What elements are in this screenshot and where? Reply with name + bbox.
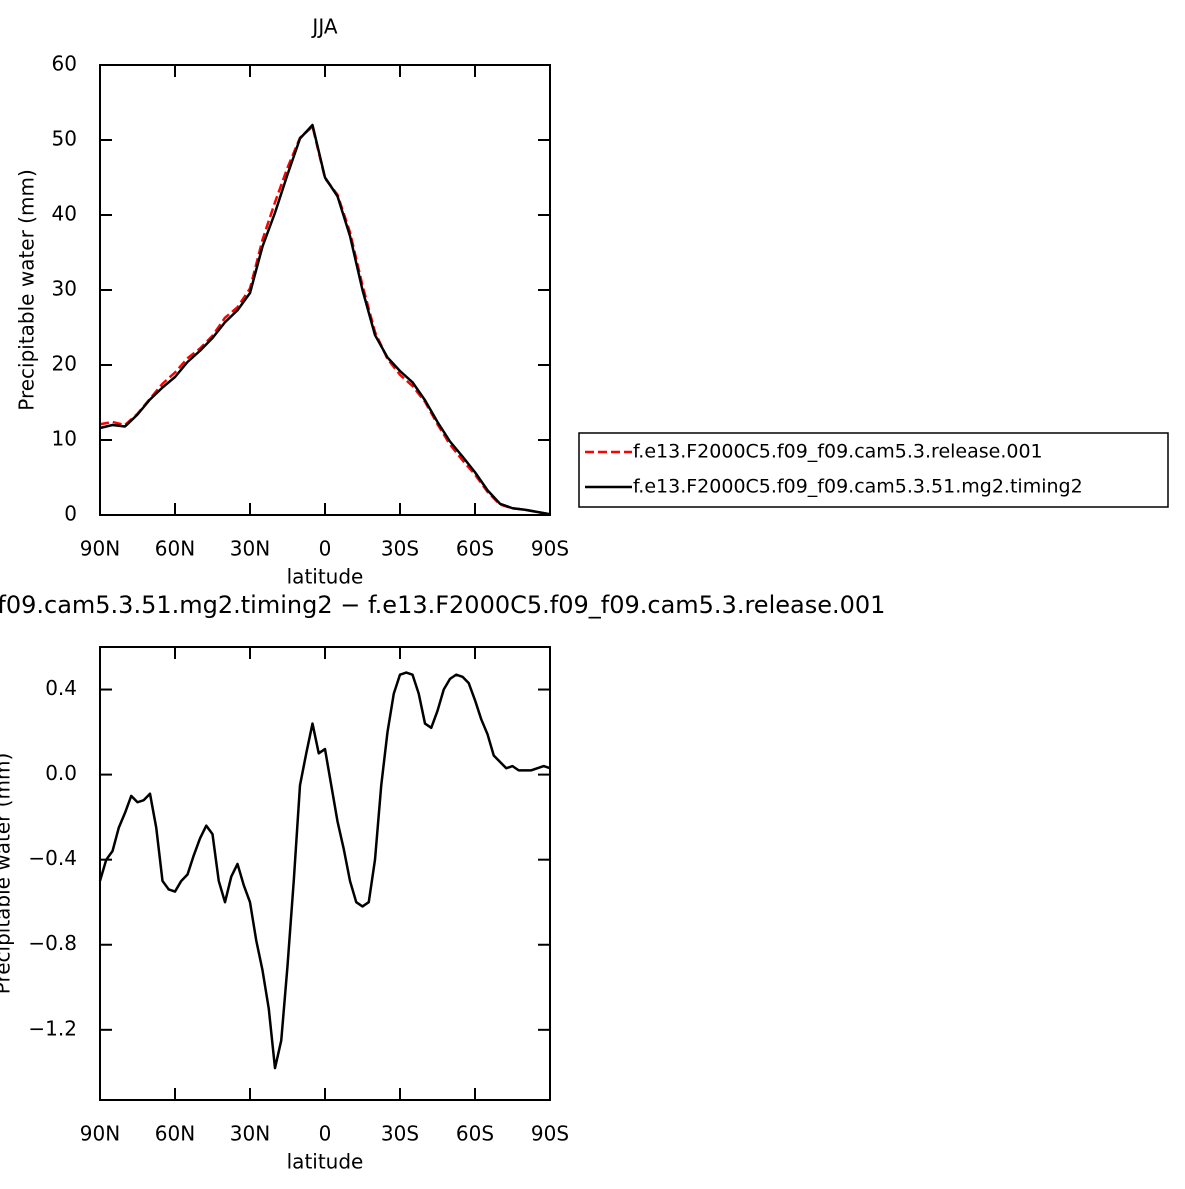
x-tick-label: 90S [531,1122,569,1146]
y-tick-label: 0 [64,502,77,526]
plot-frame [99,646,551,1101]
x-tick-label: 30S [381,1122,419,1146]
y-tick-label: 0.4 [45,676,77,700]
plot-frame [99,64,551,516]
x-tick-label: 30S [381,537,419,561]
x-tick-label: 0 [319,1122,332,1146]
x-tick-label: 60N [155,1122,195,1146]
legend-label: f.e13.F2000C5.f09_f09.cam5.3.release.001 [633,441,1043,463]
x-tick-label: 90N [80,1122,120,1146]
x-tick-label: 60N [155,537,195,561]
chart-title: JJA [310,15,337,39]
y-tick-label: 50 [52,127,77,151]
y-tick-label: −1.2 [28,1016,77,1040]
x-tick-label: 60S [456,537,494,561]
data-line [99,123,551,516]
x-axis-label: latitude [287,565,364,589]
y-axis-label-clip: Precipitable water (mm) [0,753,15,995]
y-tick-label: −0.8 [28,931,77,955]
legend-box [578,432,1169,508]
chart-title: f.e13.F2000C5.f09_f09.cam5.3.51.mg2.timi… [0,591,885,619]
data-line [99,125,551,516]
y-tick-label: 20 [52,352,77,376]
x-tick-label: 30N [230,1122,270,1146]
x-tick-label: 90N [80,537,120,561]
x-tick-label: 60S [456,1122,494,1146]
x-tick-label: 30N [230,537,270,561]
data-line [98,671,551,1070]
x-tick-label: 0 [319,537,332,561]
legend-label: f.e13.F2000C5.f09_f09.cam5.3.51.mg2.timi… [633,476,1083,498]
y-axis-label: Precipitable water (mm) [15,169,39,411]
y-tick-label: 40 [52,202,77,226]
y-tick-label: 30 [52,277,77,301]
x-tick-label: 90S [531,537,569,561]
y-tick-label: 10 [52,427,77,451]
y-tick-label: 60 [52,52,77,76]
y-axis-label: Precipitable water (mm) [0,753,15,995]
x-axis-label: latitude [287,1150,364,1174]
y-tick-label: −0.4 [28,846,77,870]
y-tick-label: 0.0 [45,761,77,785]
